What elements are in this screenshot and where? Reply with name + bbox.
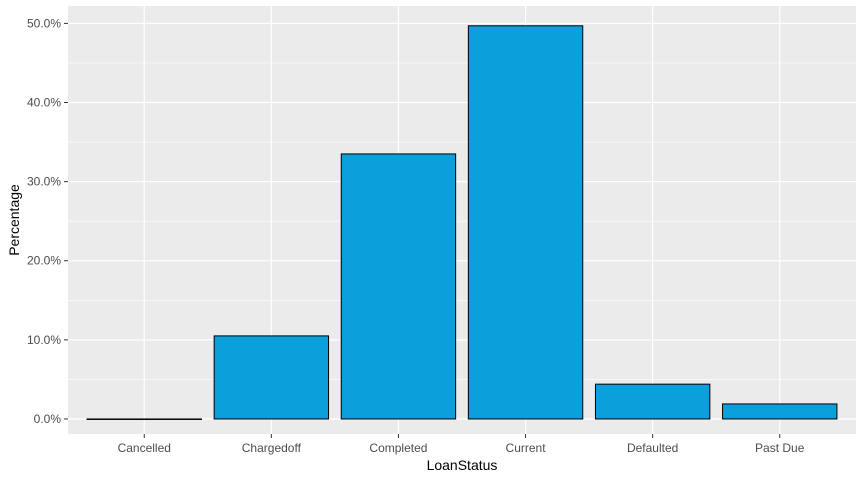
x-tick-label: Cancelled: [118, 441, 171, 455]
x-tick-label: Past Due: [755, 441, 805, 455]
y-tick-label: 0.0%: [34, 412, 62, 426]
bar-past-due: [722, 403, 838, 420]
y-tick-label: 10.0%: [27, 333, 61, 347]
bar-current: [467, 25, 584, 420]
y-tick-label: 40.0%: [27, 96, 61, 110]
y-tick-label: 50.0%: [27, 16, 61, 30]
y-axis: 0.0% 10.0% 20.0% 30.0% 40.0% 50.0%: [27, 16, 68, 426]
bar-chargedoff: [213, 335, 330, 420]
minor-gridlines: [68, 62, 856, 380]
bar-completed: [340, 153, 457, 420]
y-tick-label: 20.0%: [27, 254, 61, 268]
x-tick-label: Current: [506, 441, 547, 455]
x-tick-label: Defaulted: [627, 441, 678, 455]
y-tick-label: 30.0%: [27, 175, 61, 189]
bar-cancelled: [86, 418, 202, 420]
plot-panel: [68, 6, 856, 434]
x-tick-label: Completed: [369, 441, 427, 455]
bars: [86, 25, 838, 420]
x-axis: Cancelled Chargedoff Completed Current Defau…: [118, 434, 805, 455]
x-axis-title: LoanStatus: [427, 457, 498, 473]
bar-defaulted: [594, 383, 711, 420]
y-axis-title: Percentage: [6, 184, 22, 256]
x-tick-label: Chargedoff: [242, 441, 302, 455]
